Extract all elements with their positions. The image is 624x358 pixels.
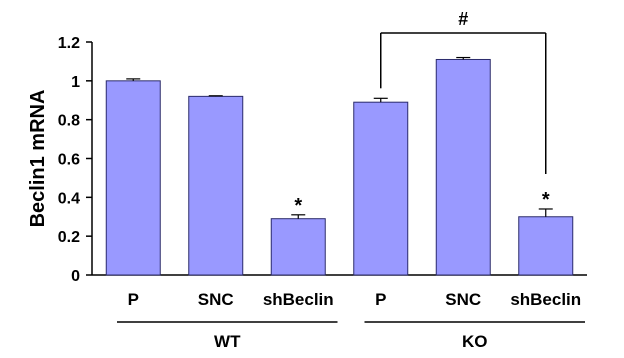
bar [188, 95, 244, 276]
category-label: SNC [445, 290, 481, 309]
group-label: WT [214, 332, 241, 351]
bar [518, 216, 574, 276]
bar [270, 218, 326, 276]
y-tick-label: 0.8 [58, 113, 80, 130]
y-axis-label: Beclin1 mRNA [27, 90, 49, 228]
bar [353, 101, 409, 276]
bracket-label: # [458, 9, 468, 29]
bar [105, 80, 161, 276]
category-label: SNC [198, 290, 234, 309]
significance-mark: * [542, 189, 550, 211]
category-label: shBeclin [510, 290, 581, 309]
y-tick-label: 0 [71, 268, 80, 285]
y-tick-label: 0.2 [58, 229, 80, 246]
y-tick-label: 0.6 [58, 152, 80, 169]
y-tick-label: 1.2 [58, 35, 80, 52]
category-label: P [128, 290, 139, 309]
category-label: shBeclin [263, 290, 334, 309]
y-tick-label: 0.4 [58, 190, 80, 207]
significance-mark: * [294, 195, 302, 217]
group-label: KO [462, 332, 488, 351]
y-tick-label: 1 [71, 74, 80, 91]
category-label: P [375, 290, 386, 309]
bar [435, 58, 491, 276]
